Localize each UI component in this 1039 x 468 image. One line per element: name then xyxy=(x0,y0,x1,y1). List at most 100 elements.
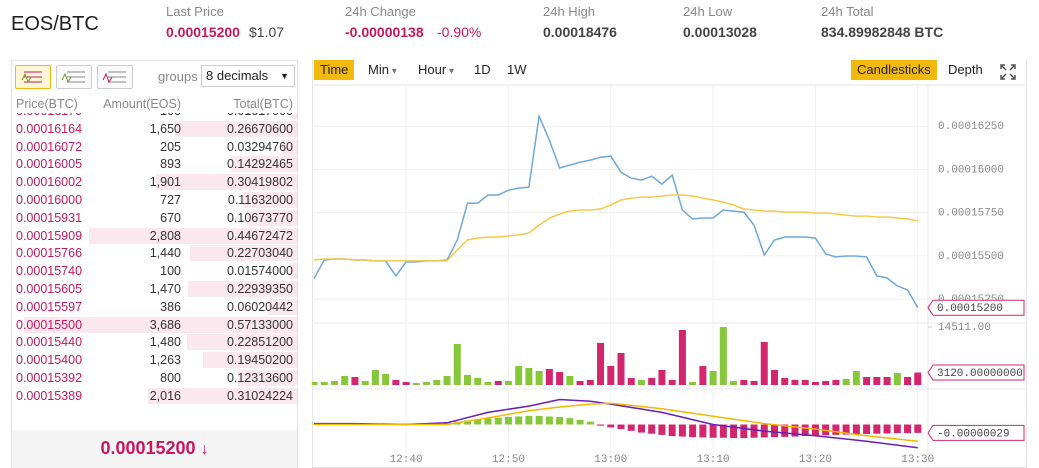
volume-bar xyxy=(617,353,625,385)
interval-button[interactable]: Time xyxy=(314,60,355,80)
volume-bar xyxy=(566,375,574,385)
volume-bar xyxy=(371,369,379,385)
volume-bar xyxy=(852,370,860,385)
depth-bar xyxy=(24,316,297,333)
price: 0.00016005 xyxy=(16,157,83,172)
price: 0.00015597 xyxy=(16,299,83,314)
macd-bar xyxy=(474,419,482,425)
macd-bar xyxy=(791,424,799,437)
fullscreen-button[interactable] xyxy=(1000,64,1016,80)
volume-tick-label: 14511.00 xyxy=(938,322,991,334)
total: 0.44672472 xyxy=(226,228,293,243)
total: 0.06020442 xyxy=(226,299,293,314)
macd-bar xyxy=(842,424,850,435)
axis-marker-label: -0.00000029 xyxy=(937,428,1010,440)
macd-bar xyxy=(863,424,871,434)
volume-bar xyxy=(719,327,727,385)
volume-bar xyxy=(760,341,768,385)
macd-bar xyxy=(637,424,645,433)
last-price-box: 0.00015200 ↓ xyxy=(12,430,297,468)
decimals-text: 8 decimals xyxy=(206,68,269,83)
view-both[interactable] xyxy=(15,65,51,89)
amount: 2,016 xyxy=(149,388,181,403)
total: 0.03294760 xyxy=(226,139,293,154)
volume-bar xyxy=(535,370,543,385)
price: 0.00016170 xyxy=(16,113,82,120)
column-header: Amount(EOS) xyxy=(103,97,181,111)
macd-bar xyxy=(719,424,727,438)
view-asks[interactable] xyxy=(97,65,133,89)
volume-bar xyxy=(904,376,912,385)
depth-bar xyxy=(203,352,297,369)
volume-bar xyxy=(893,373,901,385)
volume-bar xyxy=(312,381,318,385)
interval-button[interactable]: Hour ▾ xyxy=(418,62,454,77)
volume-bar xyxy=(351,376,359,385)
macd-bar xyxy=(771,424,778,438)
last-price: 0.00015200 ↓ xyxy=(12,438,297,459)
stat-value: 0.00015200 xyxy=(166,24,240,40)
decimals-select[interactable]: 8 decimals ▼ xyxy=(201,65,295,87)
depth-bar xyxy=(174,120,297,137)
depth-bar xyxy=(89,227,297,244)
y-tick-label: 0.00015750 xyxy=(938,208,1004,220)
interval-button[interactable]: 1W xyxy=(507,62,527,77)
interval-button[interactable]: 1D xyxy=(474,62,491,77)
volume-bar xyxy=(341,375,349,385)
order-row: 0.00016072 205 0.03294760 xyxy=(12,138,297,156)
macd-bar xyxy=(494,417,502,425)
macd-bar xyxy=(515,416,523,425)
down-arrow: ↓ xyxy=(200,441,209,458)
volume-bar xyxy=(423,381,431,385)
fullscreen-icon xyxy=(1000,64,1016,80)
price: 0.00015740 xyxy=(16,264,83,279)
chart: 12:4012:5013:0013:1013:2013:300.00015250… xyxy=(312,84,1025,467)
price: 0.00016000 xyxy=(16,193,83,207)
macd-bar xyxy=(740,424,748,439)
y-tick-label: 0.00016250 xyxy=(938,121,1004,133)
axis-marker xyxy=(927,299,1025,316)
total: 0.12313600 xyxy=(226,371,293,385)
macd-bar xyxy=(484,418,492,425)
order-row: 0.00016002 1,901 0.30419802 xyxy=(12,173,297,191)
volume-bar xyxy=(494,380,502,385)
depth-bar xyxy=(156,174,297,191)
axis-marker xyxy=(927,364,1025,381)
macd-bar xyxy=(556,417,564,425)
groups-label: groups xyxy=(158,69,198,84)
volume-bar xyxy=(576,380,584,385)
price: 0.00015909 xyxy=(16,228,83,243)
stat-label: 24h Total xyxy=(821,4,874,19)
stat-extra: $1.07 xyxy=(249,24,285,40)
stat-value: 834.89982848 BTC xyxy=(821,24,944,40)
macd-bar xyxy=(750,424,758,438)
volume-bar xyxy=(883,376,891,385)
order-row: 0.00015389 2,016 0.31024224 xyxy=(12,387,297,405)
volume-bar xyxy=(842,379,850,385)
stat-label: 24h Change xyxy=(345,4,416,19)
view-button[interactable]: Candlesticks xyxy=(851,60,937,80)
volume-bar xyxy=(484,381,492,385)
stat-label: 24h Low xyxy=(683,4,733,19)
view-bids[interactable] xyxy=(56,65,92,89)
amount: 2,808 xyxy=(149,228,181,243)
macd-bar xyxy=(811,424,819,436)
macd-bar xyxy=(576,419,584,425)
amount: 1,440 xyxy=(149,246,181,261)
volume-bar xyxy=(801,379,809,385)
view-button[interactable]: Depth xyxy=(948,62,983,77)
order-row: 0.00015392 800 0.12313600 xyxy=(12,369,297,387)
volume-bar xyxy=(545,369,553,385)
volume-bar xyxy=(597,342,605,385)
volume-bar xyxy=(453,343,461,385)
volume-bar xyxy=(791,379,799,385)
axis-marker xyxy=(927,424,1025,441)
axis-marker-label: 0.00015200 xyxy=(937,303,1003,315)
depth-bar xyxy=(289,113,297,119)
volume-bar xyxy=(412,383,420,385)
price: 0.00015440 xyxy=(16,335,83,350)
x-tick-label: 12:50 xyxy=(492,454,525,466)
interval-button[interactable]: Min ▾ xyxy=(368,62,397,77)
volume-bar xyxy=(586,379,594,385)
macd-bar xyxy=(832,424,840,435)
